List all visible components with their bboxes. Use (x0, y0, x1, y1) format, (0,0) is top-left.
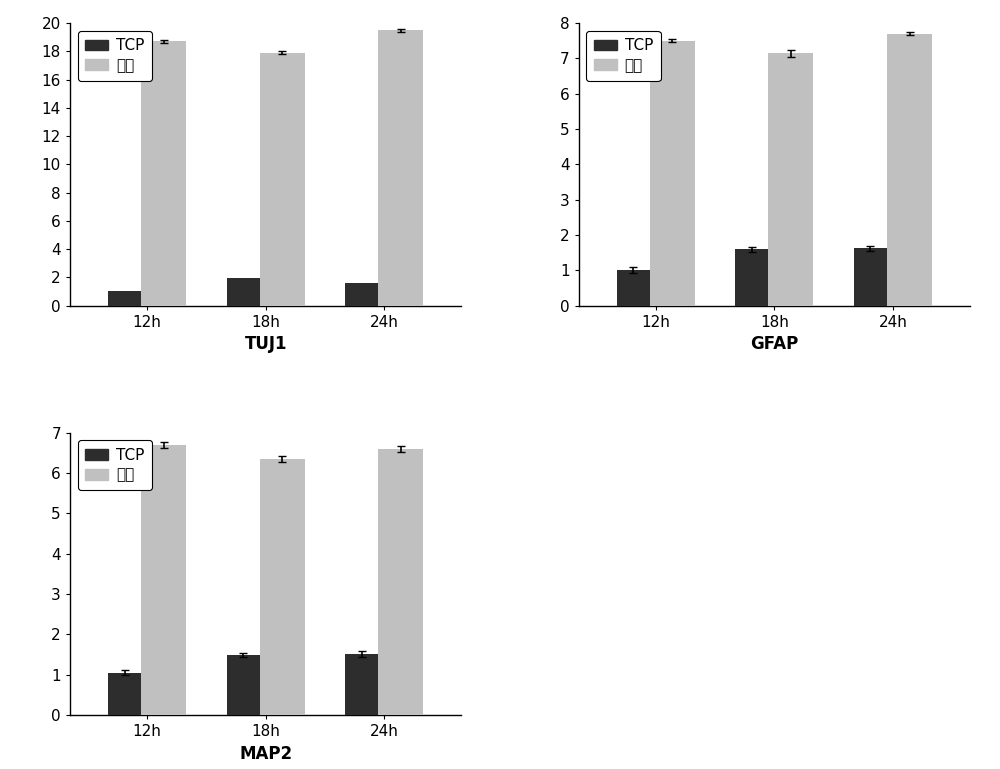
Legend: TCP, 明胶: TCP, 明胶 (586, 31, 661, 81)
X-axis label: GFAP: GFAP (750, 335, 798, 353)
Bar (141, 444, 186, 715)
Bar (227, 278, 260, 305)
Bar (227, 654, 260, 715)
Bar (378, 449, 423, 715)
Bar (378, 30, 423, 305)
X-axis label: TUJ1: TUJ1 (244, 335, 287, 353)
Bar (854, 248, 887, 305)
Bar (735, 249, 768, 305)
Legend: TCP, 明胶: TCP, 明胶 (78, 31, 152, 81)
Bar (260, 459, 305, 715)
Bar (887, 34, 932, 305)
Bar (108, 291, 141, 305)
Bar (617, 270, 650, 305)
X-axis label: MAP2: MAP2 (239, 744, 292, 763)
Bar (345, 283, 378, 305)
Bar (650, 41, 695, 305)
Bar (141, 42, 186, 305)
Bar (108, 673, 141, 715)
Bar (260, 53, 305, 305)
Bar (768, 53, 813, 305)
Bar (345, 654, 378, 715)
Legend: TCP, 明胶: TCP, 明胶 (78, 441, 152, 490)
